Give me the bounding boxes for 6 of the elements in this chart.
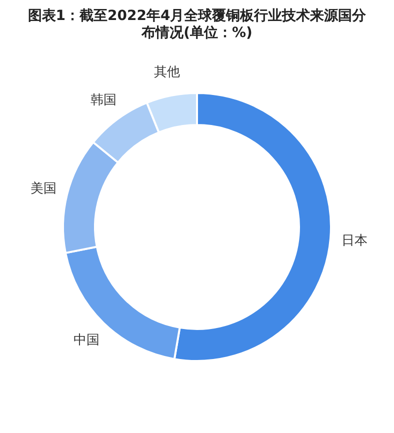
slice-label: 日本 — [341, 233, 368, 248]
slice-label: 韩国 — [90, 92, 116, 108]
slice-label: 美国 — [30, 180, 57, 197]
chart-title: 图表1：截至2022年4月全球覆铜板行业技术来源国分布情况(单位：%) — [26, 8, 368, 42]
slice-label: 中国 — [74, 333, 100, 348]
slice-label: 其他 — [154, 64, 180, 80]
